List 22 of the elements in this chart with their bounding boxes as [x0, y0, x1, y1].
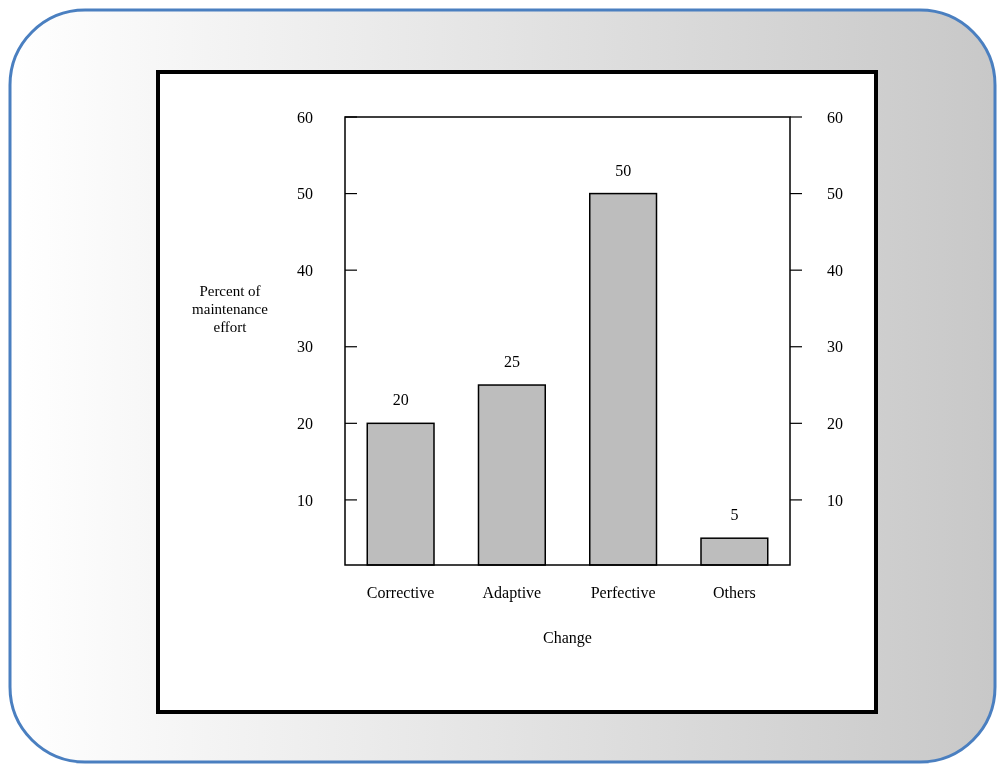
- data-label: 50: [615, 161, 632, 179]
- x-tick-label: Corrective: [366, 584, 435, 601]
- y-tick-label: 40: [297, 261, 313, 279]
- data-label: 20: [392, 391, 409, 409]
- y-tick-label: 30: [297, 338, 313, 356]
- x-axis-title: Change: [543, 629, 592, 647]
- y2-tick-label: 20: [827, 414, 843, 432]
- y2-tick-label: 30: [827, 338, 843, 356]
- y-tick-label: 60: [297, 108, 313, 126]
- y2-tick-label: 40: [827, 261, 843, 279]
- x-tick-label: Others: [713, 584, 756, 601]
- y2-tick-label: 10: [827, 491, 843, 509]
- y-tick-label: 50: [297, 185, 313, 203]
- y-tick-label: 10: [297, 491, 313, 509]
- data-label: 5: [730, 506, 739, 524]
- data-label: 25: [503, 353, 520, 371]
- x-tick-label: Adaptive: [482, 584, 542, 602]
- y2-tick-label: 50: [827, 185, 843, 203]
- x-tick-label: Perfective: [590, 584, 656, 601]
- y-axis-title: Percent of maintenance effort: [192, 283, 269, 335]
- y-tick-label: 20: [297, 414, 313, 432]
- y2-tick-label: 60: [827, 108, 843, 126]
